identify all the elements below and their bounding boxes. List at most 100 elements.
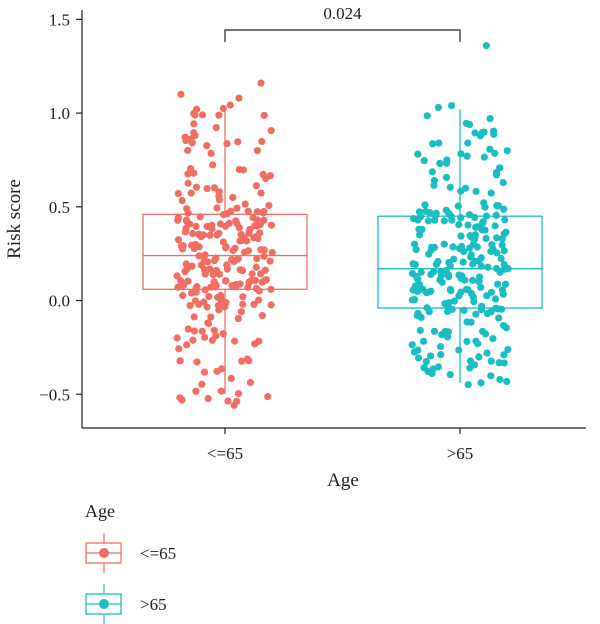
x-tick-label: <=65 [207,444,243,463]
data-point [267,127,275,135]
data-point [179,241,187,250]
data-point [192,222,200,230]
data-point [501,216,509,224]
data-point [193,105,201,113]
data-point [184,170,192,178]
data-point [253,146,261,155]
data-point [239,293,247,301]
jitter-points [408,42,512,389]
data-point [213,231,221,239]
data-point [252,263,260,271]
x-ticks: <=65 >65 [207,428,473,463]
data-point [457,187,465,195]
data-point [455,292,463,300]
legend: Age <=65 >65 [85,501,176,624]
legend-label: >65 [140,595,167,614]
data-point [423,112,431,120]
data-point [209,270,217,279]
data-point [201,333,209,341]
data-point [200,257,208,265]
data-point [455,220,463,229]
data-point [257,246,265,254]
data-point [198,111,207,119]
data-point [486,145,494,153]
data-point [422,358,430,366]
data-point [492,211,500,219]
data-point [442,266,450,275]
legend-items: <=65 >65 [85,533,176,624]
data-point [503,377,511,386]
data-point [462,119,470,127]
data-point [429,365,437,373]
data-point [431,211,440,220]
data-point [440,240,448,248]
data-point [184,146,192,155]
data-point [246,378,255,387]
data-point [219,104,227,113]
data-point [215,111,223,119]
data-point [436,276,444,284]
data-point [200,368,209,376]
data-point [247,276,256,284]
data-point [467,318,475,326]
data-point [182,216,191,224]
data-point [234,314,242,323]
data-point [267,221,276,229]
data-point [241,200,249,208]
data-point [250,234,258,242]
data-point [221,222,230,230]
data-point [174,236,183,244]
data-point [193,283,201,291]
data-point [492,171,501,179]
data-point [498,305,506,313]
data-point [231,337,239,345]
data-point [478,128,486,137]
data-point [190,120,198,128]
data-point [268,248,276,257]
data-point [258,278,266,286]
data-point [491,222,499,230]
data-point [176,357,184,365]
data-point [206,265,214,273]
data-point [454,202,462,210]
data-point [464,139,472,147]
data-point [501,280,510,288]
bracket-line [224,29,461,42]
data-point [187,165,195,173]
outlier-point [434,103,442,112]
data-point [184,325,192,333]
x-axis-title: Age [327,470,359,491]
outlier-point [448,101,456,110]
data-point [487,308,495,316]
data-point [458,272,466,280]
data-point [192,387,200,395]
data-point [471,213,479,222]
data-point [230,401,238,409]
data-point [223,140,231,148]
jitter-points [173,79,276,409]
data-point [487,247,495,256]
data-point [237,308,245,316]
outlier-point [177,90,185,98]
data-point [495,314,503,322]
data-point [232,280,240,289]
data-point [436,342,445,351]
series-gt65 [377,42,543,389]
data-point [212,124,220,132]
data-point [175,345,183,353]
data-point [469,260,477,268]
data-point [420,363,428,372]
data-point [191,111,199,119]
outlier-point [257,79,265,87]
y-tick-label: −0.5 [39,385,70,404]
data-point [463,337,471,346]
data-point [457,232,465,240]
data-point [215,306,223,314]
data-point [248,270,256,278]
data-point [250,300,258,308]
data-point [440,217,448,225]
data-point [227,374,235,383]
data-point [217,293,225,301]
data-point [198,327,206,335]
